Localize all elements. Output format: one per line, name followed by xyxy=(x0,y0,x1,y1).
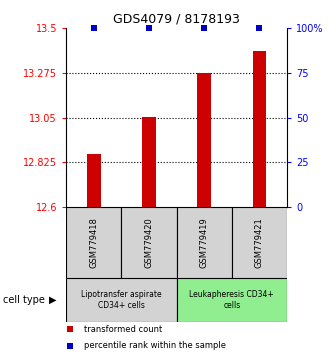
Text: GSM779421: GSM779421 xyxy=(255,217,264,268)
Text: GSM779420: GSM779420 xyxy=(145,217,153,268)
Bar xyxy=(87,154,101,207)
Bar xyxy=(66,207,121,278)
Bar xyxy=(142,117,156,207)
Bar xyxy=(66,278,177,322)
Text: GSM779419: GSM779419 xyxy=(200,217,209,268)
Bar xyxy=(232,207,287,278)
Text: Leukapheresis CD34+
cells: Leukapheresis CD34+ cells xyxy=(189,290,274,310)
Bar xyxy=(177,207,232,278)
Text: GSM779418: GSM779418 xyxy=(89,217,98,268)
Text: transformed count: transformed count xyxy=(84,325,162,334)
Text: percentile rank within the sample: percentile rank within the sample xyxy=(84,341,226,350)
Bar xyxy=(177,278,287,322)
Bar xyxy=(121,207,177,278)
Text: Lipotransfer aspirate
CD34+ cells: Lipotransfer aspirate CD34+ cells xyxy=(81,290,162,310)
Bar xyxy=(252,51,266,207)
Title: GDS4079 / 8178193: GDS4079 / 8178193 xyxy=(113,13,240,26)
Text: ▶: ▶ xyxy=(49,295,56,305)
Bar xyxy=(197,73,211,207)
Text: cell type: cell type xyxy=(3,295,45,305)
